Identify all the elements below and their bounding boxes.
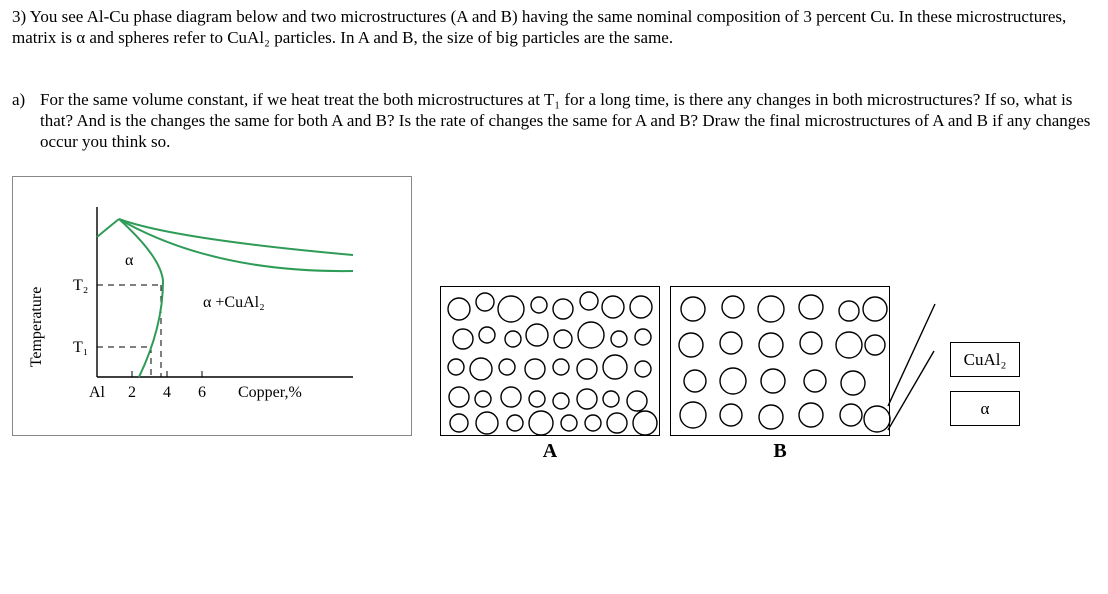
- part-a-marker: a): [12, 89, 40, 110]
- question-number: 3): [12, 7, 26, 26]
- question-text: 3) You see Al-Cu phase diagram below and…: [12, 6, 1096, 49]
- question-intro: You see Al-Cu phase diagram below and tw…: [12, 7, 1066, 47]
- microstructure-b-label: B: [670, 439, 890, 464]
- phase-diagram: Temperature α α +CuAl₂ T₂ T₁ Al 2 4 6 Copper,%: [12, 176, 412, 436]
- legend: CuAl₂ α: [950, 342, 1020, 427]
- part-a: a) For the same volume constant, if we h…: [12, 89, 1096, 153]
- microstructure-a-label: A: [440, 439, 660, 464]
- svg-text:6: 6: [198, 384, 206, 401]
- svg-text:2: 2: [128, 384, 136, 401]
- svg-text:α +CuAl₂: α +CuAl₂: [203, 294, 265, 311]
- svg-text:α: α: [125, 252, 134, 269]
- svg-text:Temperature: Temperature: [28, 287, 45, 368]
- microstructure-b: B: [670, 286, 890, 436]
- part-a-body: For the same volume constant, if we heat…: [40, 89, 1096, 153]
- microstructure-a-box: [440, 286, 660, 436]
- microstructure-a-svg: [441, 287, 661, 437]
- figure-row: Temperatureαα +CuAl₂T₂T₁Al246Copper,% A …: [12, 176, 1096, 436]
- svg-text:T₂: T₂: [73, 277, 88, 294]
- microstructure-b-svg: [671, 287, 891, 437]
- phase-diagram-svg: Temperature α α +CuAl₂ T₂ T₁ Al 2 4 6 Copper,%: [13, 177, 413, 437]
- microstructure-a: A: [440, 286, 660, 436]
- svg-text:Copper,%: Copper,%: [238, 384, 302, 401]
- legend-alpha: α: [950, 391, 1020, 426]
- svg-text:4: 4: [163, 384, 171, 401]
- microstructure-b-box: [670, 286, 890, 436]
- legend-cual2: CuAl₂: [950, 342, 1020, 377]
- svg-text:T₁: T₁: [73, 339, 88, 356]
- svg-text:Al: Al: [89, 384, 106, 401]
